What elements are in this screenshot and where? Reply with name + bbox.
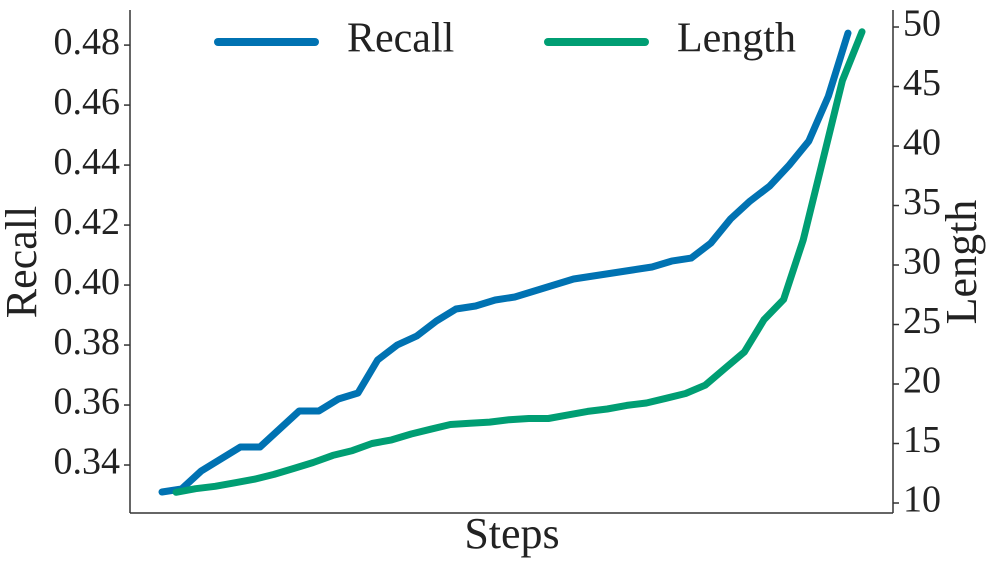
y2-tick-label: 35 [903,181,941,223]
y2-tick-label: 30 [903,241,941,283]
series-line [172,28,866,496]
y2-tick-label: 50 [903,3,941,45]
y-tick-label: 0.36 [54,381,121,423]
legend-label: Recall [347,16,454,62]
y-tick-label: 0.44 [54,141,121,183]
y-tick-label: 0.46 [54,81,121,123]
y2-tick-label: 40 [903,122,941,164]
legend-label: Length [677,16,796,62]
y-tick-label: 0.42 [54,201,121,243]
y-axis-label: Recall [0,206,46,318]
y2-tick-label: 15 [903,419,941,461]
series-line [158,29,852,496]
y2-tick-label: 10 [903,479,941,521]
y-tick-label: 0.38 [54,321,121,363]
y2-tick-label: 25 [903,300,941,342]
y-tick-label: 0.40 [54,261,121,303]
y-tick-label: 0.48 [54,21,121,63]
y2-axis-label: Length [937,200,986,325]
y2-tick-label: 45 [903,62,941,104]
y2-tick-label: 20 [903,360,941,402]
y-tick-label: 0.34 [54,441,121,483]
x-axis-label: Steps [464,509,559,558]
